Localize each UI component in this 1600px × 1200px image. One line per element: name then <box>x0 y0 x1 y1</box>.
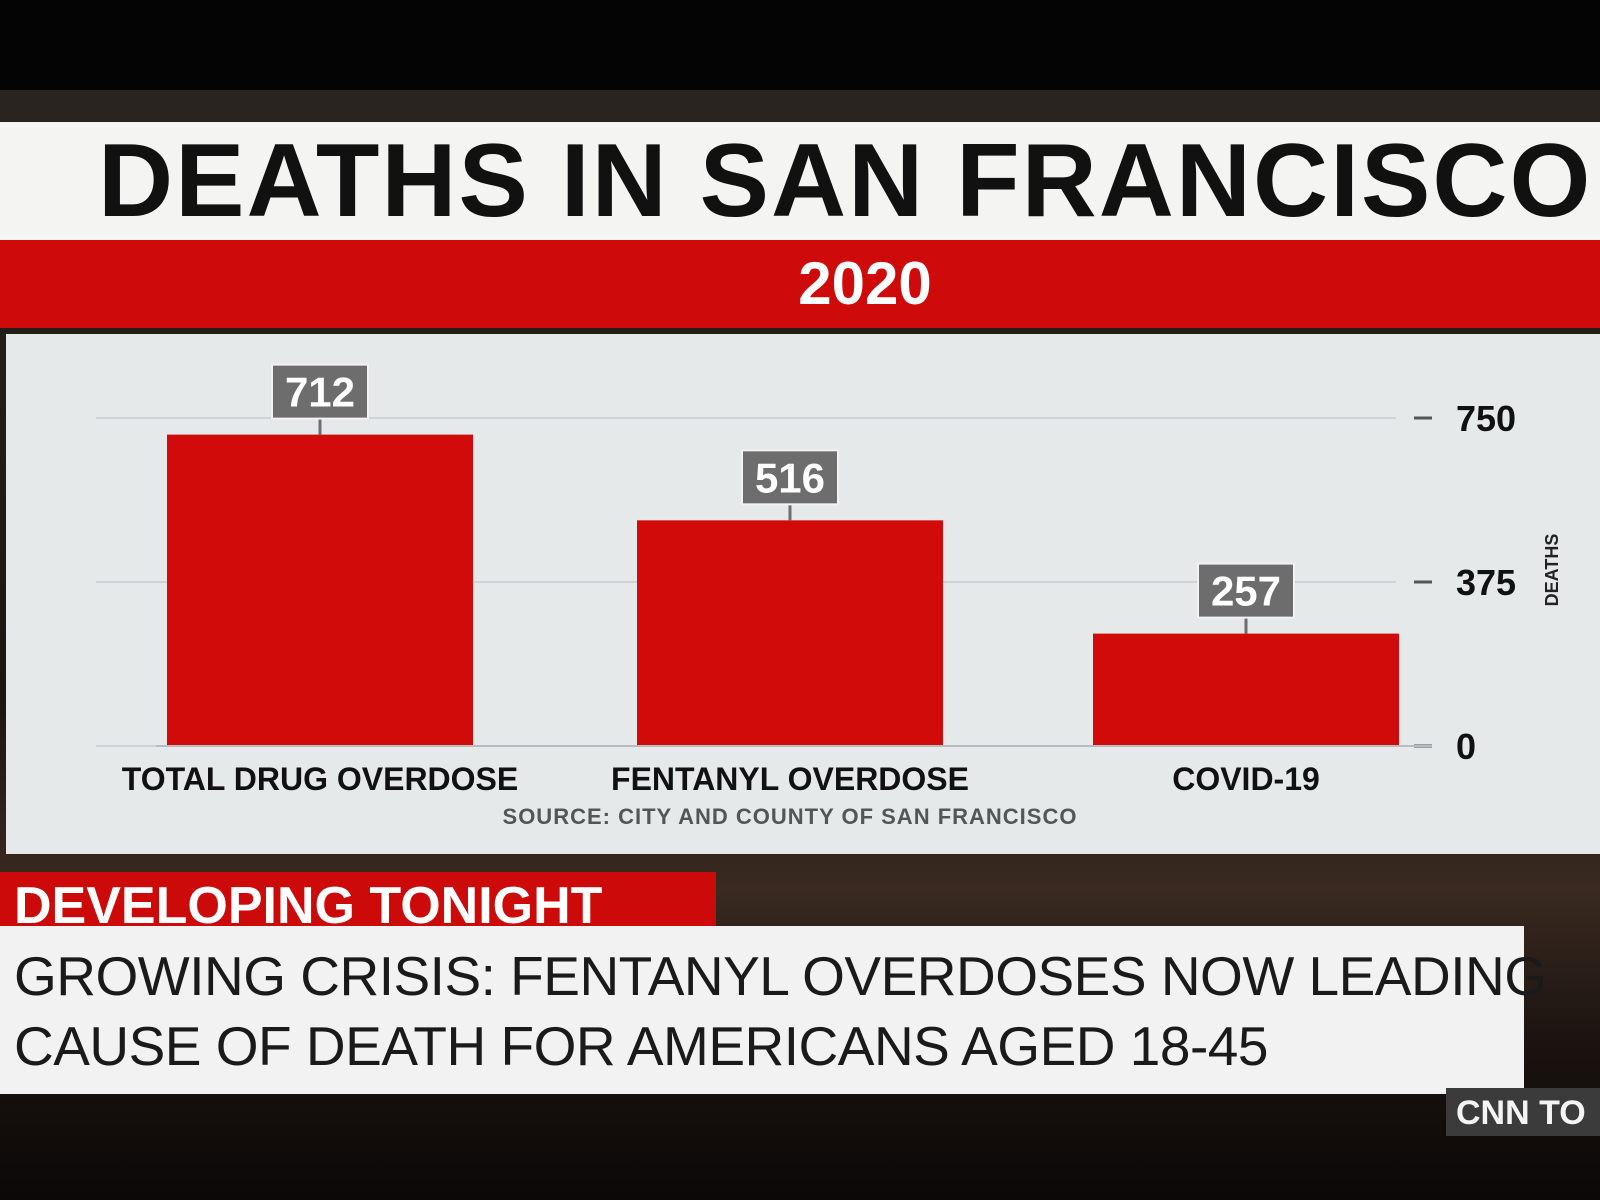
value-label: 516 <box>755 454 825 501</box>
bar <box>637 520 943 746</box>
value-label: 712 <box>285 369 355 416</box>
value-label-box <box>1197 562 1295 619</box>
y-tick-label: 375 <box>1456 562 1516 603</box>
bar <box>1093 633 1399 746</box>
headline-line-1: GROWING CRISIS: FENTANYL OVERDOSES NOW L… <box>14 945 1547 1007</box>
graphic-year: 2020 <box>798 250 932 317</box>
bar <box>167 434 473 746</box>
source-note: SOURCE: CITY AND COUNTY OF SAN FRANCISCO <box>503 804 1078 829</box>
bar-chart: 0 375 750 DEATHS 712 TOTAL DRUG OVERDOSE 516 FE… <box>96 363 1562 829</box>
graphic-title: DEATHS IN SAN FRANCISCO <box>98 123 1593 239</box>
headline-banner: GROWING CRISIS: FENTANYL OVERDOSES NOW L… <box>0 926 1547 1094</box>
category-label: FENTANYL OVERDOSE <box>611 761 969 797</box>
value-label-box <box>271 363 369 420</box>
network-bug: CNN TO <box>1446 1088 1600 1136</box>
year-banner: 2020 <box>0 240 1600 328</box>
value-label-box <box>741 449 839 506</box>
y-tick-label: 750 <box>1456 398 1516 439</box>
headline-line-2: CAUSE OF DEATH FOR AMERICANS AGED 18-45 <box>14 1015 1268 1077</box>
y-tick-label: 0 <box>1456 726 1476 767</box>
chart-panel: 0 375 750 DEATHS 712 TOTAL DRUG OVERDOSE 516 FE… <box>6 334 1600 854</box>
screen-bezel <box>0 0 1600 100</box>
network-bug-label: CNN TO <box>1456 1094 1586 1132</box>
value-label: 257 <box>1211 568 1281 615</box>
category-label: TOTAL DRUG OVERDOSE <box>122 761 518 797</box>
category-label: COVID-19 <box>1172 761 1320 797</box>
title-banner: DEATHS IN SAN FRANCISCO <box>0 122 1600 240</box>
developing-tag-label: DEVELOPING TONIGHT <box>14 877 603 935</box>
y-axis-title: DEATHS <box>1542 534 1562 607</box>
developing-tag: DEVELOPING TONIGHT <box>0 872 716 934</box>
